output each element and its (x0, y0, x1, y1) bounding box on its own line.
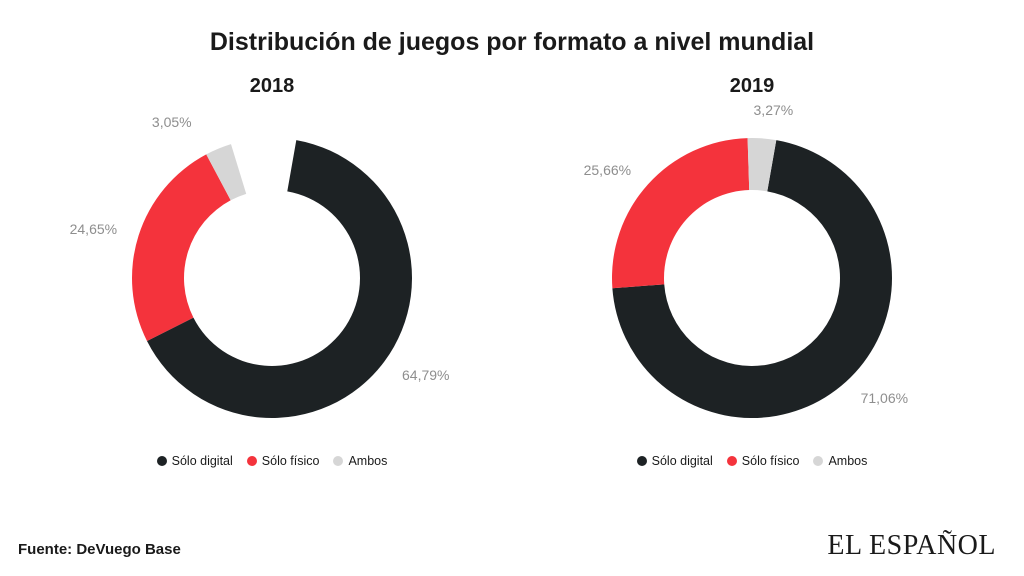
chart-title: 2019 (730, 75, 775, 98)
brand-logo: EL ESPAÑOL (827, 530, 996, 562)
swatch-both (333, 456, 343, 466)
slice-label-digital: 71,06% (861, 390, 908, 406)
slice-label-digital: 64,79% (402, 367, 449, 383)
swatch-both (813, 456, 823, 466)
slice-label-both: 3,05% (152, 114, 192, 130)
legend-label: Ambos (348, 454, 387, 468)
legend-label: Sólo digital (172, 454, 233, 468)
legend-item-digital: Sólo digital (157, 454, 233, 468)
legend-item-both: Ambos (333, 454, 387, 468)
slice-label-both: 3,27% (754, 102, 794, 118)
chart-block-2019: 2019 71,06% 25,66% 3,27% Sólo digital Sólo… (542, 75, 962, 468)
swatch-physical (727, 456, 737, 466)
chart-title: 2018 (250, 75, 295, 98)
legend-label: Sólo físico (262, 454, 320, 468)
slice-label-physical: 25,66% (584, 162, 631, 178)
legend-2019: Sólo digital Sólo físico Ambos (637, 454, 868, 468)
chart-main-title: Distribución de juegos por formato a niv… (0, 0, 1024, 57)
swatch-physical (247, 456, 257, 466)
legend-item-physical: Sólo físico (247, 454, 320, 468)
donut-2019: 71,06%25,66%3,27% (582, 108, 922, 448)
source-text: Fuente: DeVuego Base (18, 541, 181, 558)
legend-2018: Sólo digital Sólo físico Ambos (157, 454, 388, 468)
swatch-digital (157, 456, 167, 466)
legend-label: Sólo digital (652, 454, 713, 468)
slice-label-physical: 24,65% (70, 221, 117, 237)
legend-item-digital: Sólo digital (637, 454, 713, 468)
swatch-digital (637, 456, 647, 466)
charts-row: 2018 64,79%24,65%3,05% Sólo digital Sólo… (0, 75, 1024, 468)
legend-item-both: Ambos (813, 454, 867, 468)
donut-2018: 64,79%24,65%3,05% (102, 108, 442, 448)
chart-block-2018: 2018 64,79%24,65%3,05% Sólo digital Sólo… (62, 75, 482, 468)
donut-svg (102, 108, 442, 448)
legend-label: Sólo físico (742, 454, 800, 468)
legend-label: Ambos (828, 454, 867, 468)
legend-item-physical: Sólo físico (727, 454, 800, 468)
slice-physical (132, 154, 231, 341)
slice-physical (612, 138, 749, 288)
